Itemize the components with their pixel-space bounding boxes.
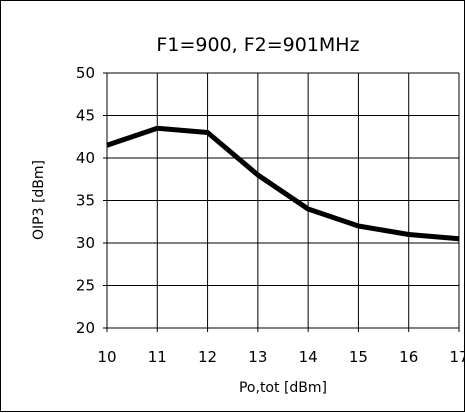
y-tick-label: 25 — [76, 277, 95, 295]
x-tick-label: 12 — [198, 348, 217, 366]
y-tick-label: 35 — [76, 192, 95, 210]
data-point — [106, 144, 108, 146]
oip3-series-line — [106, 125, 460, 242]
chart-title: F1=900, F2=901MHz — [156, 34, 359, 56]
data-point — [257, 174, 259, 176]
y-axis-label: OIP3 [dBm] — [31, 160, 47, 240]
y-tick-label: 20 — [76, 319, 95, 337]
x-tick-label: 15 — [349, 348, 368, 366]
tick-label-layer: 10 11 12 13 14 15 16 17 20 25 30 35 40 45 50 — [76, 64, 465, 366]
x-tick-label: 13 — [248, 348, 267, 366]
data-point — [408, 234, 410, 235]
y-tick-label: 45 — [76, 107, 95, 125]
y-tick-label: 40 — [76, 149, 95, 167]
data-point — [156, 127, 158, 129]
data-point — [357, 225, 359, 227]
y-tick-label: 50 — [76, 64, 95, 82]
data-point — [307, 208, 309, 210]
x-tick-label: 16 — [399, 348, 418, 366]
x-tick-label: 11 — [148, 348, 167, 366]
data-point — [458, 238, 460, 240]
y-tick-label: 30 — [76, 234, 95, 252]
series-layer — [106, 125, 460, 242]
x-tick-label: 17 — [449, 348, 465, 366]
x-axis-label: Po,tot [dBm] — [239, 380, 327, 396]
data-point — [207, 132, 209, 133]
grid-layer — [103, 72, 460, 332]
x-tick-label: 14 — [299, 348, 318, 366]
x-tick-label: 10 — [97, 348, 116, 366]
